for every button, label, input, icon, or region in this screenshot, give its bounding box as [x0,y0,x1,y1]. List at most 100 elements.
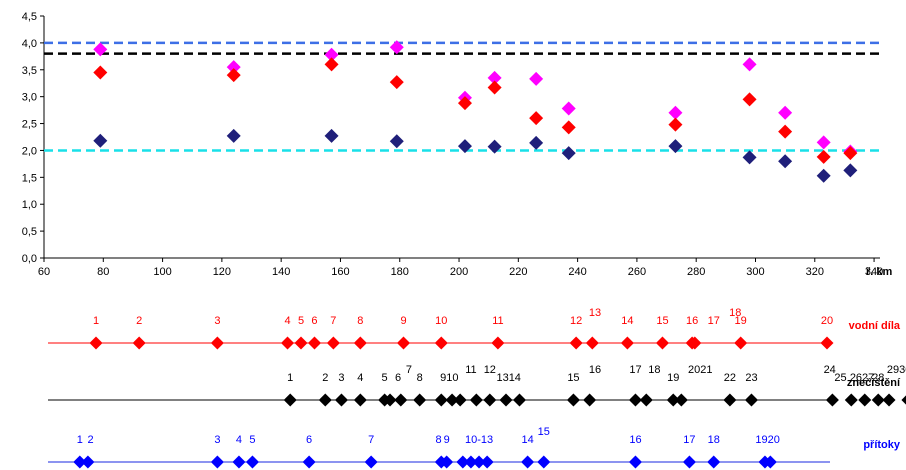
timeline-label: 7 [406,364,412,376]
y-tick-label: 3,5 [22,65,37,77]
timeline-marker [353,336,367,350]
timeline-label: 8 [357,315,363,327]
data-point [529,71,544,86]
data-point [324,57,339,72]
x-tick-label: 340 [865,266,883,278]
timeline-marker [281,336,295,350]
timeline-label: 17 [708,315,720,327]
timeline-label: 11 [492,315,503,327]
timeline-marker [456,455,470,469]
timeline-label: 4 [357,372,363,384]
timeline-label: 20 [821,315,833,327]
timeline-label: 3 [214,434,220,446]
data-point [668,105,683,120]
timeline-label: 14 [621,315,633,327]
timeline-marker [307,336,321,350]
x-tick-label: 320 [806,266,824,278]
timeline-marker [353,393,367,407]
timeline-label: 11 [465,364,476,376]
timeline-marker [480,455,494,469]
timeline-marker [210,455,224,469]
timeline-marker [440,455,454,469]
timeline-label: 24 [824,364,836,376]
x-tick-label: 180 [391,266,409,278]
data-point [226,68,241,83]
timeline-marker [491,336,505,350]
timeline-label: 15 [538,426,550,438]
timeline-marker [628,455,642,469]
data-point [457,139,472,154]
timeline-label: 4 [236,434,242,446]
timeline-marker [682,455,696,469]
x-tick-label: 300 [746,266,764,278]
data-point [742,92,757,107]
x-tick-label: 240 [568,266,586,278]
timeline-label: 13 [589,307,601,319]
timeline-label: 1920 [755,434,779,446]
timeline-label: 16 [589,364,601,376]
data-point [93,42,108,57]
timeline-label: 12 [570,315,582,327]
x-tick-label: 140 [272,266,290,278]
y-tick-label: 3,0 [22,92,37,104]
timeline-label: 9 [444,434,450,446]
timeline-marker [744,393,758,407]
timeline-label: 5 [249,434,255,446]
timeline-marker [383,393,397,407]
data-point [668,139,683,154]
timeline-label: 17 [629,364,641,376]
timeline-marker [583,393,597,407]
timeline-label: 1 [287,372,293,384]
timeline-marker [394,393,408,407]
timeline-label: 17 [683,434,695,446]
timeline-marker [283,393,297,407]
timeline-marker [294,336,308,350]
data-point [324,128,339,143]
timeline-marker [245,455,259,469]
timeline-marker [723,393,737,407]
timeline-marker [318,393,332,407]
data-point [226,128,241,143]
x-axis-label: ř. km [866,266,893,278]
timeline-label: 293031 [887,364,906,376]
timeline-marker [81,455,95,469]
timeline-marker [882,393,896,407]
data-point [778,105,793,120]
y-tick-label: 0,5 [22,226,37,238]
x-tick-label: 200 [450,266,468,278]
data-point [816,168,831,183]
timeline-label: 2021 [688,364,712,376]
y-tick-label: 0,0 [22,253,37,265]
timeline-label: 1 [77,434,83,446]
timeline-marker [445,393,459,407]
data-point [778,124,793,139]
timeline-marker [334,393,348,407]
timeline-marker [89,336,103,350]
timeline-label: 18 [648,364,660,376]
timeline-label: 5 [382,372,388,384]
x-tick-label: 60 [38,266,50,278]
y-tick-label: 4,5 [22,11,37,23]
timeline-label: 6 [311,315,317,327]
data-point [668,117,683,132]
x-tick-label: 160 [331,266,349,278]
timeline-label: 6 [395,372,401,384]
timeline-name: vodní díla [849,320,901,332]
timeline-marker [210,336,224,350]
timeline-label: 28 [872,372,884,384]
timeline-marker [499,393,513,407]
y-tick-label: 2,5 [22,119,37,131]
data-point [324,47,339,62]
x-tick-label: 260 [628,266,646,278]
timeline-label: 1 [93,315,99,327]
timeline-marker [464,455,478,469]
y-tick-label: 4,0 [22,38,37,50]
data-point [529,135,544,150]
timeline-label: 16 [629,434,641,446]
timeline-marker [434,336,448,350]
timeline-marker [820,336,834,350]
